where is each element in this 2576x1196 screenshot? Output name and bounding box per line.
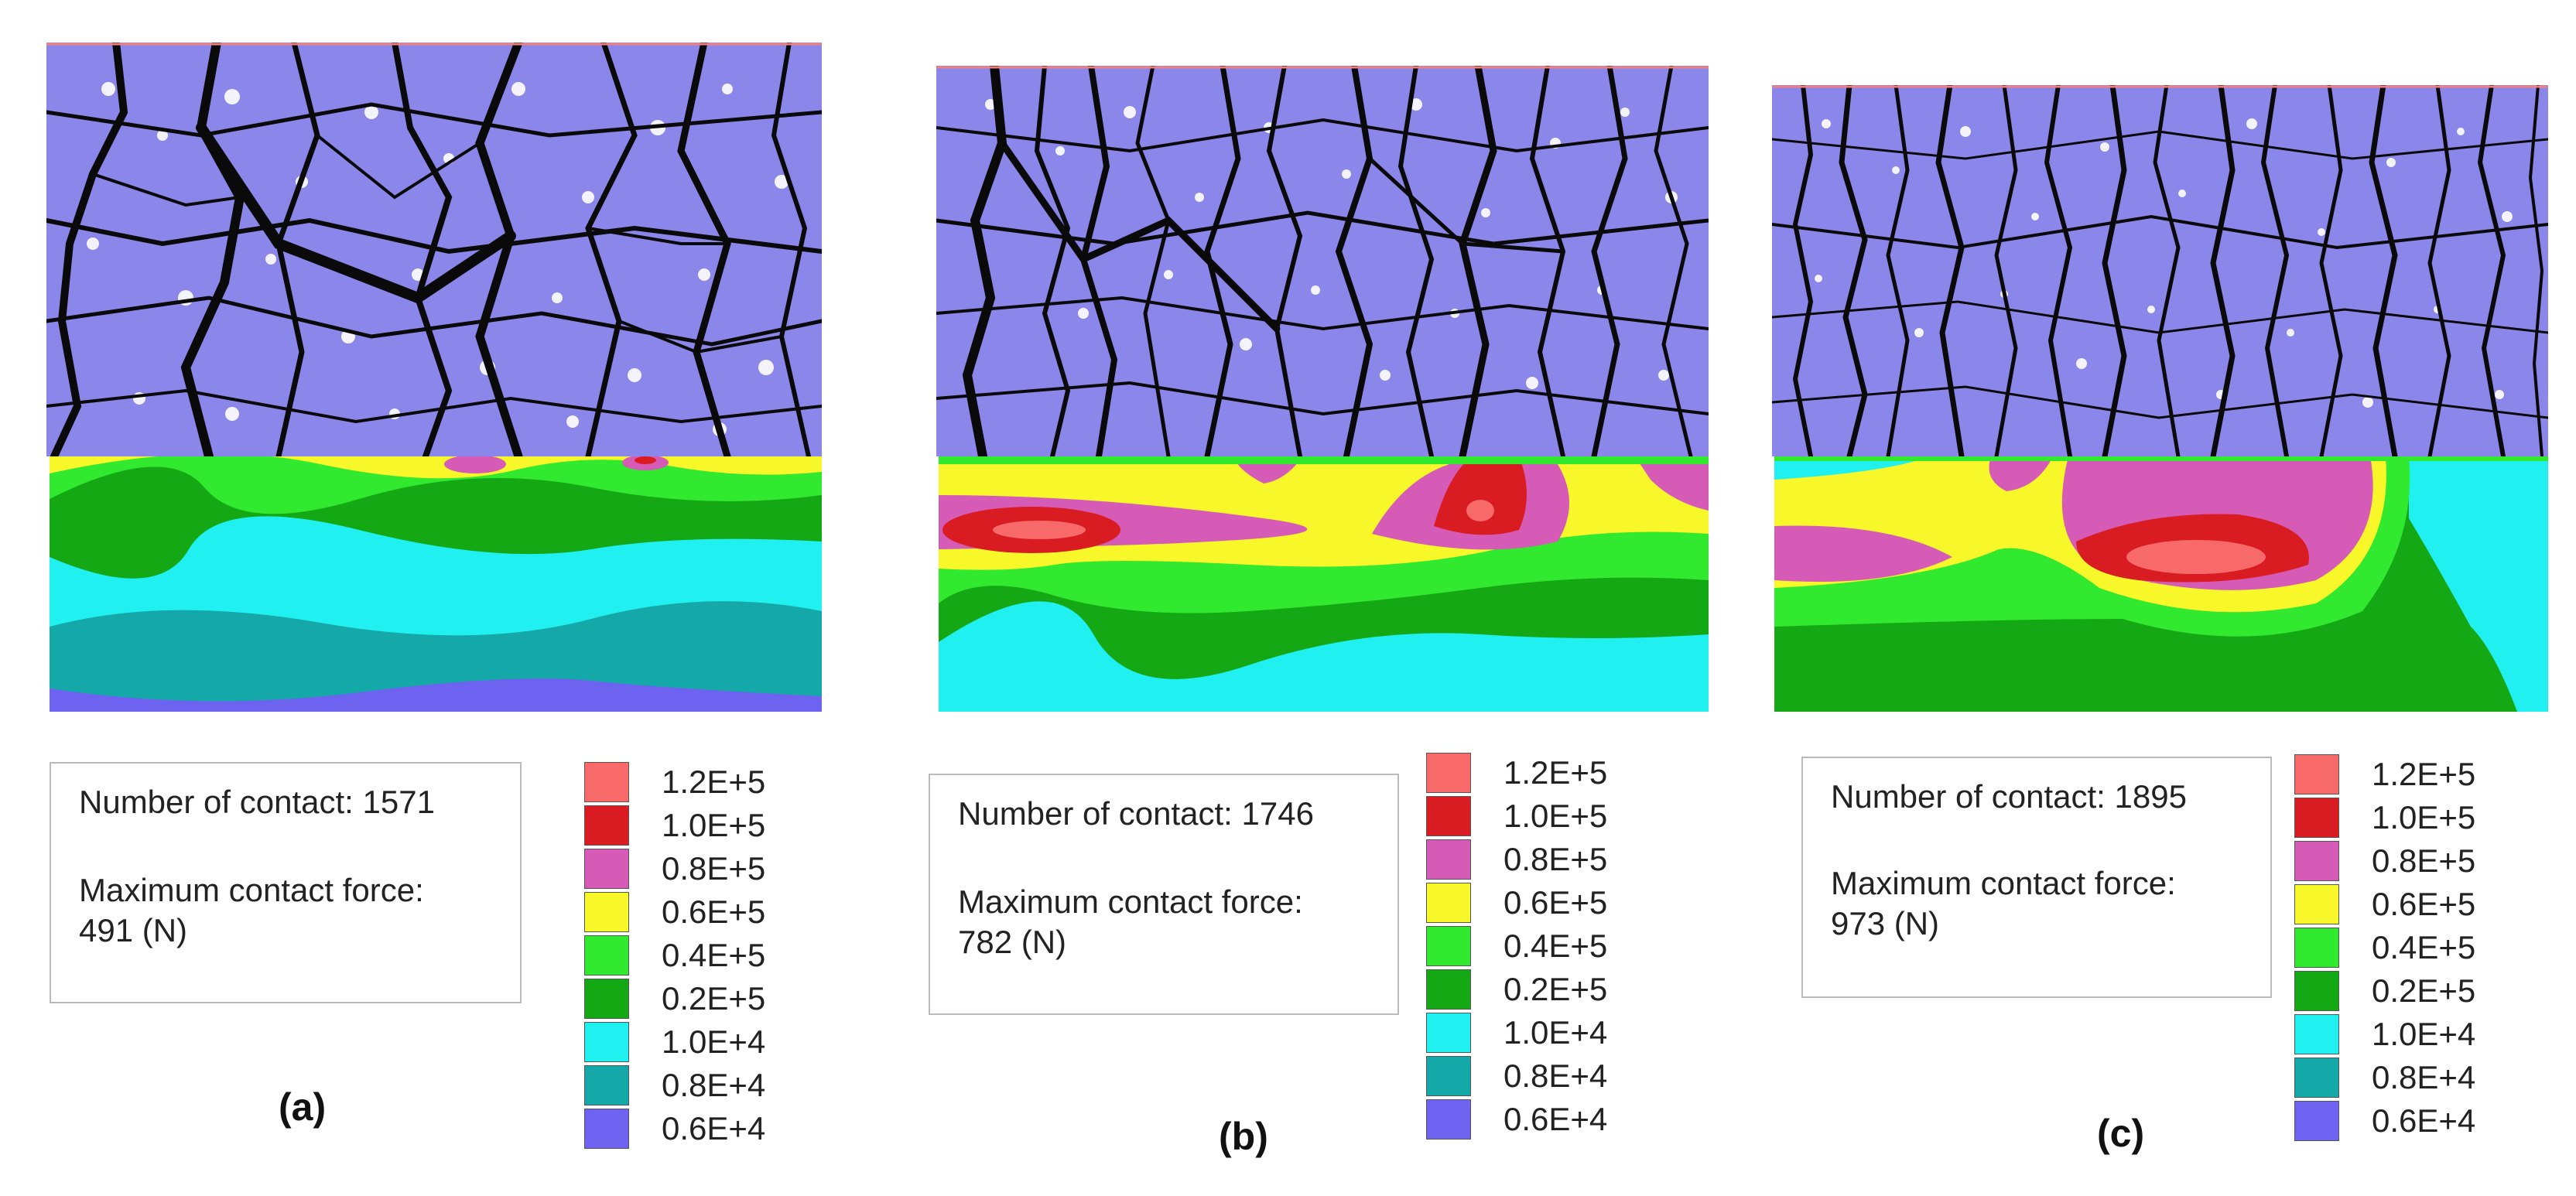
- legend-label: 1.0E+5: [2372, 799, 2476, 835]
- legend-label: 0.2E+5: [662, 980, 766, 1017]
- particle-field: [1772, 85, 2548, 456]
- panel-caption-a: (a): [279, 1085, 327, 1129]
- legend-swatch: [2294, 928, 2339, 968]
- panel-caption-b: (b): [1219, 1115, 1268, 1158]
- legend-swatch: [2294, 1014, 2339, 1054]
- legend-swatch: [2294, 1058, 2339, 1098]
- particle-assembly-c: [1772, 85, 2548, 456]
- legend-label: 1.2E+5: [2372, 756, 2476, 792]
- legend-label: 1.2E+5: [662, 764, 766, 800]
- legend-label: 0.4E+5: [2372, 929, 2476, 965]
- legend-swatch: [584, 979, 629, 1019]
- legend-swatch: [1426, 969, 1471, 1010]
- contact-count-value: 1746: [1241, 795, 1314, 832]
- legend-label: 0.6E+5: [662, 894, 766, 930]
- legend-swatch: [2294, 971, 2339, 1011]
- max-force-label: Maximum contact force:: [79, 872, 424, 908]
- contact-count-line: Number of contact: 1571: [79, 784, 435, 821]
- legend-label: 0.6E+4: [2372, 1102, 2476, 1139]
- legend-label: 1.0E+4: [662, 1023, 766, 1060]
- contact-count-line: Number of contact: 1895: [1831, 778, 2187, 815]
- legend-label: 0.2E+5: [1504, 971, 1608, 1007]
- force-chains: [936, 66, 1709, 456]
- force-chains: [46, 43, 822, 456]
- legend-swatch: [2294, 1101, 2339, 1141]
- legend-label: 0.2E+5: [2372, 972, 2476, 1009]
- legend-label: 0.6E+5: [2372, 886, 2476, 922]
- contact-count-line: Number of contact: 1746: [958, 795, 1314, 832]
- legend-swatch: [584, 1022, 629, 1062]
- contact-count-label: Number of contact:: [958, 795, 1233, 832]
- legend-label: 1.0E+5: [662, 807, 766, 843]
- contact-info-box-c: Number of contact: 1895 Maximum contact …: [1801, 757, 2272, 998]
- legend-label: 0.6E+4: [1504, 1101, 1608, 1137]
- particle-assembly-b: [936, 66, 1709, 456]
- legend-swatch: [2294, 798, 2339, 838]
- legend-label: 1.0E+4: [1504, 1014, 1608, 1051]
- legend-label: 0.8E+4: [1504, 1058, 1608, 1094]
- force-chain-network-a: [46, 43, 822, 456]
- legend-swatch: [2294, 754, 2339, 794]
- max-force-label: Maximum contact force:: [1831, 865, 2176, 901]
- legend-swatch: [1426, 839, 1471, 880]
- force-chain-network-b: [936, 66, 1709, 456]
- contact-info-box-a: Number of contact: 1571 Maximum contact …: [50, 762, 522, 1003]
- particle-field: [936, 66, 1709, 456]
- contact-count-value: 1895: [2114, 778, 2187, 815]
- legend-swatch: [1426, 1056, 1471, 1096]
- contact-count-value: 1571: [362, 784, 435, 820]
- legend-swatch: [1426, 796, 1471, 836]
- legend-label: 1.0E+5: [1504, 798, 1608, 834]
- legend-label: 0.4E+5: [1504, 928, 1608, 964]
- legend-swatch: [584, 1065, 629, 1105]
- force-chains: [1772, 85, 2548, 456]
- legend-swatch: [584, 1109, 629, 1149]
- stress-contour-c: [1774, 456, 2548, 712]
- legend-label: 0.4E+5: [662, 937, 766, 973]
- legend-swatch: [1426, 926, 1471, 966]
- legend-label: 0.8E+4: [2372, 1059, 2476, 1095]
- legend-swatch: [1426, 883, 1471, 923]
- legend-label: 0.6E+4: [662, 1110, 766, 1146]
- legend-swatch: [584, 805, 629, 846]
- contact-info-box-b: Number of contact: 1746 Maximum contact …: [929, 774, 1399, 1015]
- legend-swatch: [584, 849, 629, 889]
- contact-count-label: Number of contact:: [79, 784, 354, 820]
- legend-swatch: [2294, 841, 2339, 881]
- legend-label: 0.8E+5: [1504, 841, 1608, 877]
- legend-swatch: [1426, 1099, 1471, 1140]
- legend-label: 1.0E+4: [2372, 1016, 2476, 1052]
- max-force-value: 782 (N): [958, 924, 1067, 960]
- legend-swatch: [1426, 753, 1471, 793]
- force-chain-network-c: [1772, 85, 2548, 456]
- max-force-value: 973 (N): [1831, 905, 1940, 941]
- legend-swatch: [584, 892, 629, 932]
- stress-contour-a: [50, 456, 822, 712]
- max-force-value: 491 (N): [79, 912, 188, 948]
- legend-label: 1.2E+5: [1504, 754, 1608, 791]
- contact-count-label: Number of contact:: [1831, 778, 2106, 815]
- legend-swatch: [584, 935, 629, 976]
- stress-contour-b: [939, 456, 1709, 712]
- legend-swatch: [2294, 884, 2339, 924]
- legend-swatch: [584, 762, 629, 802]
- legend-label: 0.6E+5: [1504, 884, 1608, 921]
- legend-label: 0.8E+5: [662, 850, 766, 887]
- max-force-label: Maximum contact force:: [958, 883, 1303, 920]
- legend-label: 0.8E+5: [2372, 842, 2476, 879]
- particle-assembly-a: [46, 43, 822, 456]
- panel-caption-c: (c): [2097, 1112, 2145, 1155]
- legend-label: 0.8E+4: [662, 1067, 766, 1103]
- legend-swatch: [1426, 1013, 1471, 1053]
